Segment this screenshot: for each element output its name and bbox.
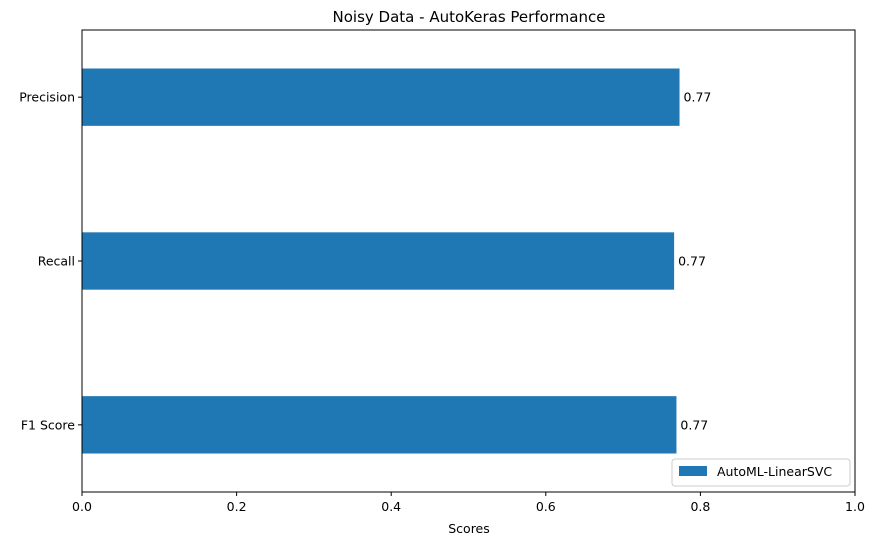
x-tick-label: 1.0 [845,499,865,514]
x-axis-ticks: 0.0 0.2 0.4 0.6 0.8 1.0 [72,492,865,514]
y-tick-label: F1 Score [21,417,75,432]
bar [82,232,675,290]
bar-value-label: 0.77 [684,90,712,105]
chart-title: Noisy Data - AutoKeras Performance [333,8,606,26]
y-axis-ticks: Precision Recall F1 Score [19,90,82,432]
x-tick-label: 0.6 [536,499,556,514]
legend: AutoML-LinearSVC [671,458,851,487]
x-tick-label: 0.4 [381,499,401,514]
bar-value-label: 0.77 [680,417,708,432]
y-tick-label: Recall [38,254,75,269]
x-tick-label: 0.2 [227,499,247,514]
bar [82,68,680,126]
bar-value-label: 0.77 [678,254,706,269]
x-axis-label: Scores [448,521,490,536]
legend-entry: AutoML-LinearSVC [717,464,832,479]
y-tick-label: Precision [19,90,75,105]
bar [82,396,677,454]
plot-marks: 0.77 0.77 0.77 [82,68,712,454]
x-tick-label: 0.8 [690,499,710,514]
legend-swatch [679,466,707,476]
legend-box [671,458,851,487]
x-tick-label: 0.0 [72,499,92,514]
